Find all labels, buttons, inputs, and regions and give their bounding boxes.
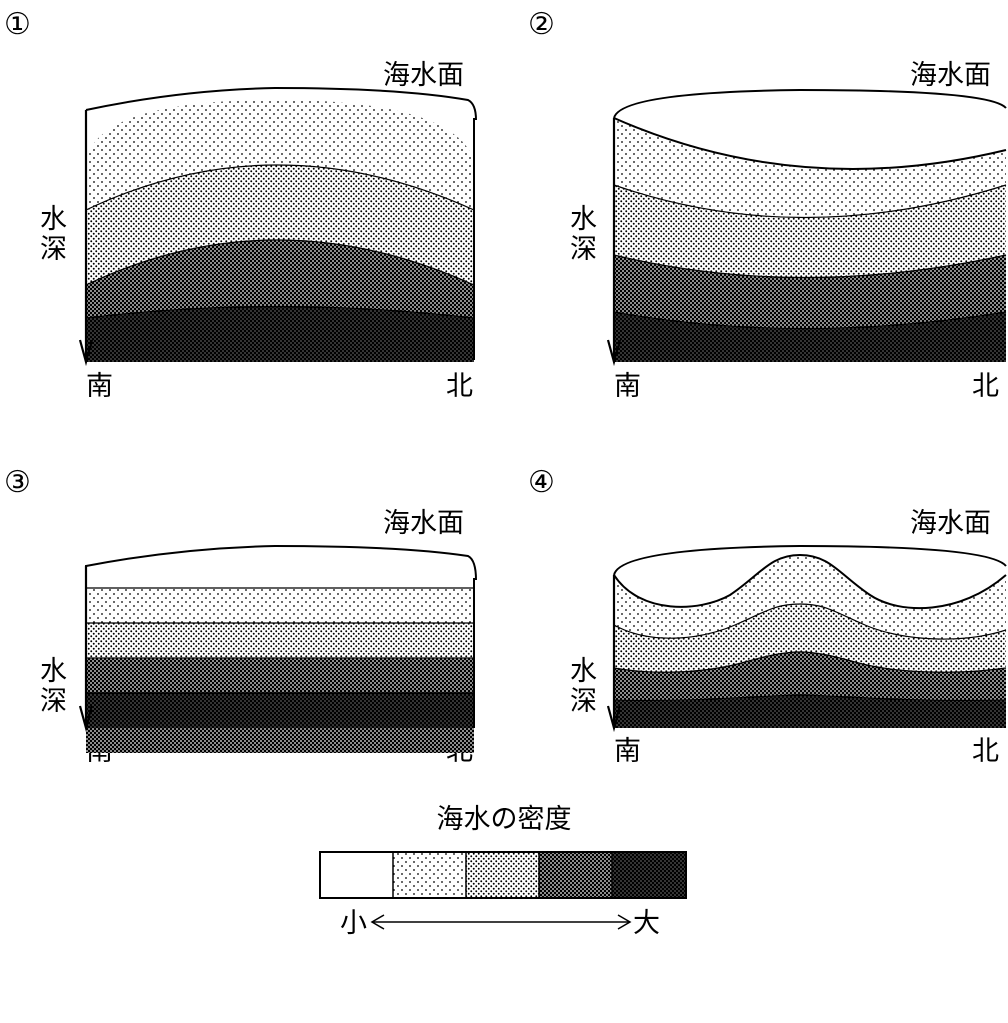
legend-swatch-3 xyxy=(539,852,612,898)
sea-surface-line xyxy=(85,544,477,588)
depth-label-char-2: 深 xyxy=(40,234,67,265)
sea-surface-label: 海水面 xyxy=(910,508,991,539)
sea-surface-label: 海水面 xyxy=(383,60,464,91)
south-label: 南 xyxy=(614,736,641,767)
sea-surface-label: 海水面 xyxy=(910,60,991,91)
panel-number: ④ xyxy=(528,465,555,500)
depth-label-char-2: 深 xyxy=(40,686,67,717)
legend-swatch-1 xyxy=(393,852,466,898)
panel-3: ③ 海水面 水 深 南 北 xyxy=(4,465,477,767)
panel-number: ② xyxy=(528,7,555,42)
legend-swatch-2 xyxy=(466,852,539,898)
sea-surface-label: 海水面 xyxy=(383,508,464,539)
north-label: 北 xyxy=(972,371,999,402)
legend-title: 海水の密度 xyxy=(437,804,572,835)
sea-surface-line xyxy=(613,88,1007,119)
south-label: 南 xyxy=(614,371,641,402)
panel-2: ② 海水面 水 深 南 北 xyxy=(528,7,1007,402)
depth-label-char-1: 水 xyxy=(570,204,597,235)
legend-high-label: 大 xyxy=(633,908,660,939)
depth-axis-arrow xyxy=(78,110,94,367)
sea-surface-line xyxy=(85,86,477,121)
legend-swatch-4 xyxy=(612,852,686,898)
panel-number: ③ xyxy=(4,465,31,500)
panel-number: ① xyxy=(4,7,31,42)
panel-4: ④ 海水面 水 深 南 北 xyxy=(528,465,1007,767)
depth-label-char-1: 水 xyxy=(40,656,67,687)
layer-4 xyxy=(614,695,1006,728)
depth-label-char-1: 水 xyxy=(570,656,597,687)
layer-4 xyxy=(86,306,474,362)
panel-1: ① 海水面 水 深 南 北 xyxy=(4,7,477,402)
legend-swatch-0 xyxy=(320,852,393,898)
north-label: 北 xyxy=(446,371,473,402)
depth-label-char-1: 水 xyxy=(40,204,67,235)
sea-surface-line xyxy=(613,544,1007,576)
legend: 海水の密度 小 大 xyxy=(319,804,687,939)
legend-low-label: 小 xyxy=(340,908,367,939)
depth-axis-arrow xyxy=(606,118,622,367)
depth-axis-arrow xyxy=(78,566,94,733)
depth-label-char-2: 深 xyxy=(570,686,597,717)
depth-axis-arrow xyxy=(606,575,622,733)
north-label: 北 xyxy=(972,736,999,767)
depth-label-char-2: 深 xyxy=(570,234,597,265)
double-arrow-icon xyxy=(370,914,632,930)
south-label: 南 xyxy=(86,371,113,402)
